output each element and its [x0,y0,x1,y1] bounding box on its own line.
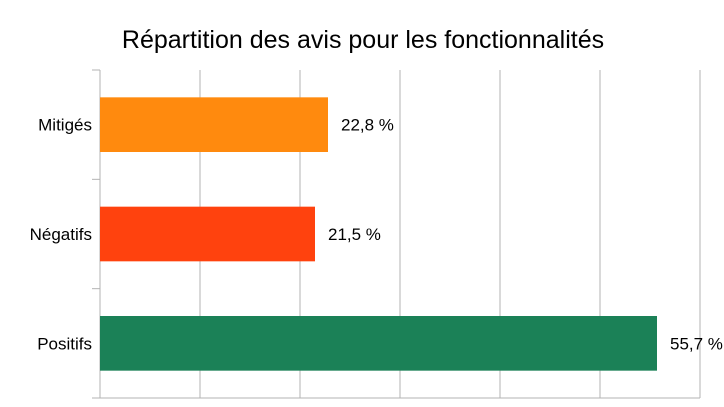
data-label: 21,5 % [328,225,381,244]
bar-0 [100,97,328,152]
category-label: Mitigés [38,116,92,135]
chart-title: Répartition des avis pour les fonctionna… [122,26,604,54]
bars [100,97,657,371]
bar-1 [100,206,315,262]
data-label: 55,7 % [670,334,723,353]
bar-2 [100,316,657,371]
category-label: Positifs [37,334,92,353]
labels: Mitigés 22,8 % Négatifs 21,5 % Positifs 55,7 … [30,116,723,354]
data-label: 22,8 % [341,116,394,135]
category-label: Négatifs [30,225,92,244]
